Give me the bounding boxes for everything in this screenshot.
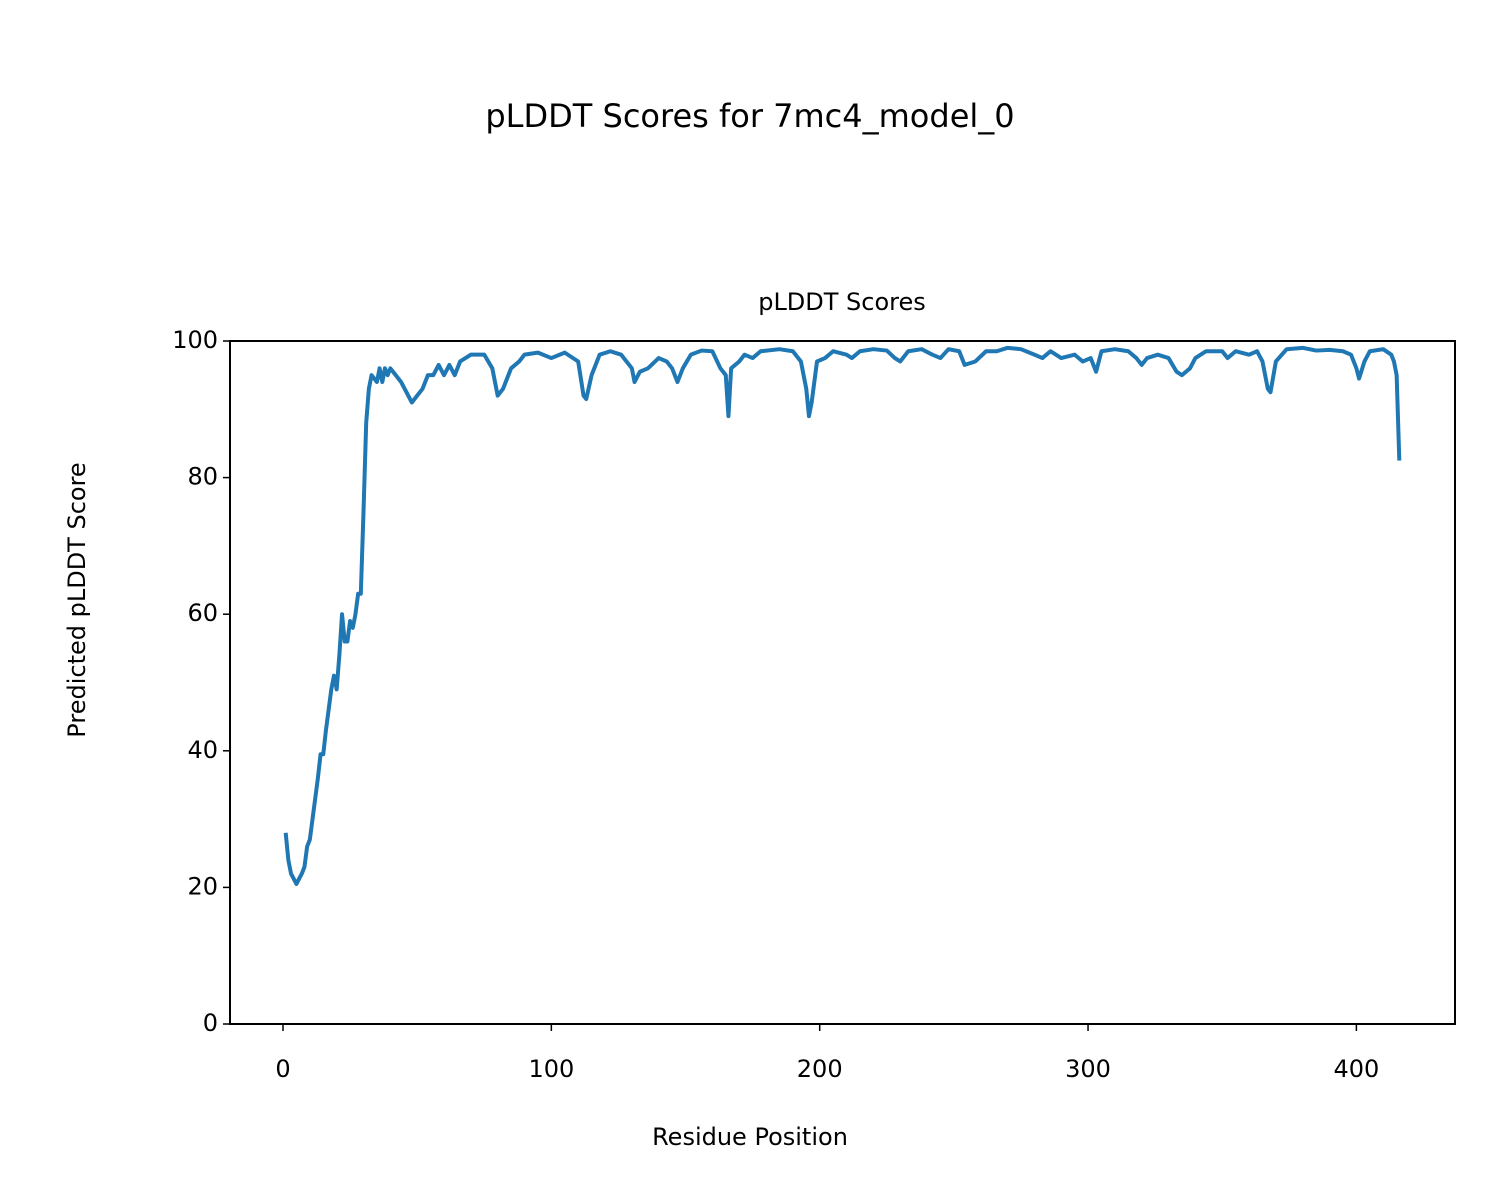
axes-title: pLDDT Scores	[758, 288, 926, 316]
y-tick-label: 80	[187, 463, 218, 491]
y-tick-label: 60	[187, 599, 218, 627]
x-tick-label: 400	[1333, 1055, 1379, 1083]
axes-frame	[229, 340, 1456, 1025]
x-tick-label: 100	[528, 1055, 574, 1083]
y-tick-label: 20	[187, 872, 218, 900]
x-tick-label: 0	[275, 1055, 290, 1083]
y-tick-label: 40	[187, 736, 218, 764]
y-tick-label: 0	[203, 1009, 218, 1037]
y-axis-label: Predicted pLDDT Score	[63, 462, 91, 737]
x-tick-label: 200	[797, 1055, 843, 1083]
x-tick-label: 300	[1065, 1055, 1111, 1083]
x-axis-label: Residue Position	[652, 1123, 848, 1151]
chart-title: pLDDT Scores for 7mc4_model_0	[485, 97, 1014, 135]
data-line	[283, 345, 1402, 886]
y-tick-label: 100	[172, 326, 218, 354]
